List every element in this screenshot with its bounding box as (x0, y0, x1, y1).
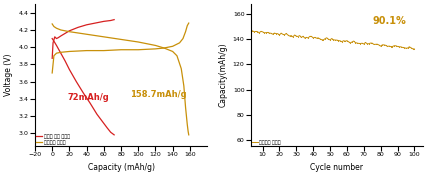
Y-axis label: Capacity(mAh/g): Capacity(mAh/g) (218, 43, 227, 107)
성능회복 양극재 (135, 41, 141, 43)
열화된 회수 양극재 (67, 68, 72, 71)
성능회복 양극재 (183, 106, 188, 108)
열화된 회수 양극재 (49, 37, 55, 40)
성능회복 양극재 (411, 48, 416, 50)
열화된 회수 양극재 (54, 44, 59, 46)
열화된 회수 양극재 (58, 52, 63, 54)
Y-axis label: Voltage (V): Voltage (V) (4, 54, 13, 96)
성능회복 양극재 (58, 29, 63, 31)
성능회복 양극재 (161, 47, 166, 49)
성능회복 양극재 (186, 134, 191, 136)
성능회복 양극재 (153, 44, 158, 46)
성능회복 양극재 (51, 26, 56, 28)
Legend: 성능회복 양극재: 성능회복 양극재 (252, 140, 280, 144)
성능회복 양극재 (174, 55, 179, 57)
열화된 회수 양극재 (108, 131, 113, 133)
Line: 성능회복 양극재: 성능회복 양극재 (52, 24, 188, 135)
성능회복 양극재 (184, 124, 190, 126)
열화된 회수 양극재 (111, 134, 116, 136)
성능회복 양극재 (185, 130, 190, 133)
X-axis label: Capacity (mAh/g): Capacity (mAh/g) (87, 163, 154, 172)
성능회복 양극재 (170, 50, 175, 52)
Text: 90.1%: 90.1% (371, 16, 405, 26)
열화된 회수 양극재 (104, 127, 109, 129)
성능회복 양극재 (397, 46, 403, 48)
성능회복 양극재 (283, 32, 288, 34)
성능회복 양극재 (276, 34, 281, 36)
성능회복 양극재 (178, 68, 183, 70)
Legend: 열화된 회수 양극재, 성능회복 양극재: 열화된 회수 양극재, 성능회복 양극재 (36, 134, 69, 144)
X-axis label: Cycle number: Cycle number (310, 163, 363, 172)
열화된 회수 양극재 (87, 102, 92, 104)
성능회복 양극재 (101, 36, 106, 38)
성능회복 양극재 (118, 38, 123, 40)
성능회복 양극재 (181, 85, 186, 87)
Text: 158.7mAh/g: 158.7mAh/g (130, 90, 186, 99)
열화된 회수 양극재 (94, 113, 99, 115)
성능회복 양극재 (67, 31, 72, 33)
열화된 회수 양극재 (81, 92, 86, 94)
성능회복 양극재 (54, 27, 59, 29)
열화된 회수 양극재 (74, 80, 79, 83)
성능회복 양극재 (49, 23, 55, 25)
성능회복 양극재 (244, 28, 249, 30)
열화된 회수 양극재 (99, 120, 104, 122)
성능회복 양극재 (403, 47, 408, 49)
성능회복 양극재 (343, 40, 348, 42)
열화된 회수 양극재 (62, 60, 67, 62)
Line: 열화된 회수 양극재: 열화된 회수 양극재 (52, 39, 114, 135)
성능회복 양극재 (84, 33, 89, 35)
성능회복 양극재 (330, 39, 335, 41)
Line: 성능회복 양극재: 성능회복 양극재 (246, 29, 414, 50)
Text: 72mAh/g: 72mAh/g (67, 93, 109, 102)
열화된 회수 양극재 (51, 40, 56, 42)
